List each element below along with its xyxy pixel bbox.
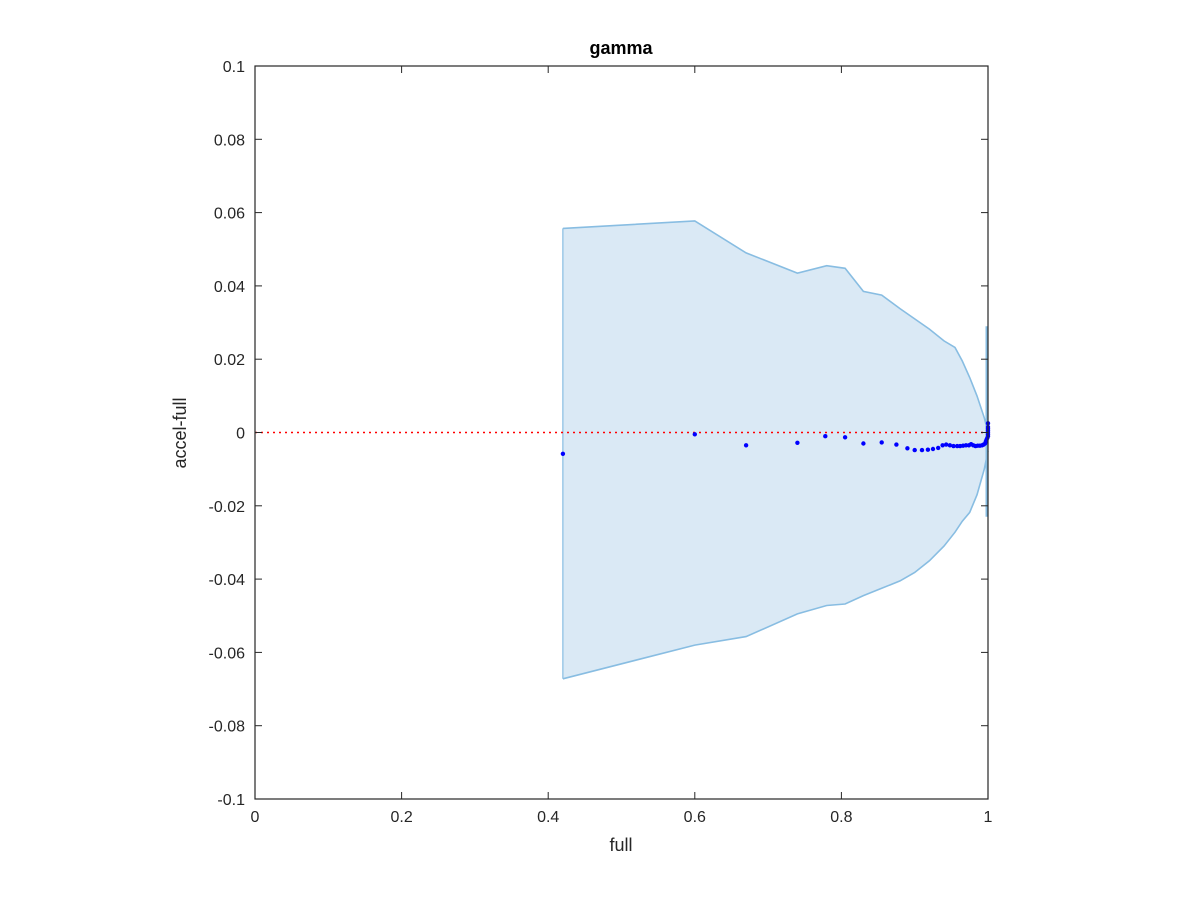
data-point [795, 440, 800, 445]
data-point [842, 435, 848, 440]
y-tick-label: -0.02 [209, 499, 246, 516]
x-tick-label: 0.4 [537, 809, 559, 826]
x-tick-label: 0 [251, 809, 260, 826]
y-tick-label: 0.04 [214, 279, 245, 296]
band-lower-edge [562, 450, 989, 680]
data-point [925, 447, 931, 452]
x-axis-label: full [609, 835, 632, 855]
data-point [743, 443, 749, 448]
y-axis-label: accel-full [170, 397, 190, 468]
data-point [944, 442, 949, 447]
data-point [894, 442, 899, 447]
data-point [936, 445, 941, 451]
chart-marks [255, 220, 991, 680]
y-tick-label: 0.02 [214, 352, 245, 369]
y-tick-label: -0.08 [209, 719, 246, 736]
chart-title: gamma [589, 38, 653, 58]
x-tick-label: 0.2 [390, 809, 412, 826]
data-point [861, 441, 866, 446]
confidence-band [562, 221, 988, 679]
y-tick-label: -0.06 [209, 645, 246, 662]
data-point [560, 451, 566, 456]
y-tick-label: 0.1 [223, 59, 245, 76]
x-tick-label: 0.8 [830, 809, 852, 826]
data-point [940, 443, 945, 448]
data-point [930, 446, 936, 452]
data-point [947, 443, 953, 448]
data-point [912, 447, 917, 453]
data-point [879, 440, 884, 445]
y-tick-label: -0.1 [217, 792, 245, 809]
data-point [919, 447, 925, 453]
x-tick-label: 1 [984, 809, 993, 826]
axes: 0 0.2 0.4 0.6 0.8 1 -0.1 -0.08 -0.06 -0.04 -0.02 0 0… [209, 59, 993, 826]
y-tick-label: 0.08 [214, 132, 245, 149]
data-point [905, 446, 910, 451]
data-point [823, 434, 828, 439]
y-tick-label: 0 [236, 426, 245, 443]
data-point [951, 443, 956, 449]
band-upper-edge [562, 220, 989, 433]
x-tick-label: 0.6 [684, 809, 706, 826]
data-point [692, 432, 697, 437]
y-tick-label: 0.06 [214, 206, 245, 223]
y-tick-label: -0.04 [209, 572, 246, 589]
